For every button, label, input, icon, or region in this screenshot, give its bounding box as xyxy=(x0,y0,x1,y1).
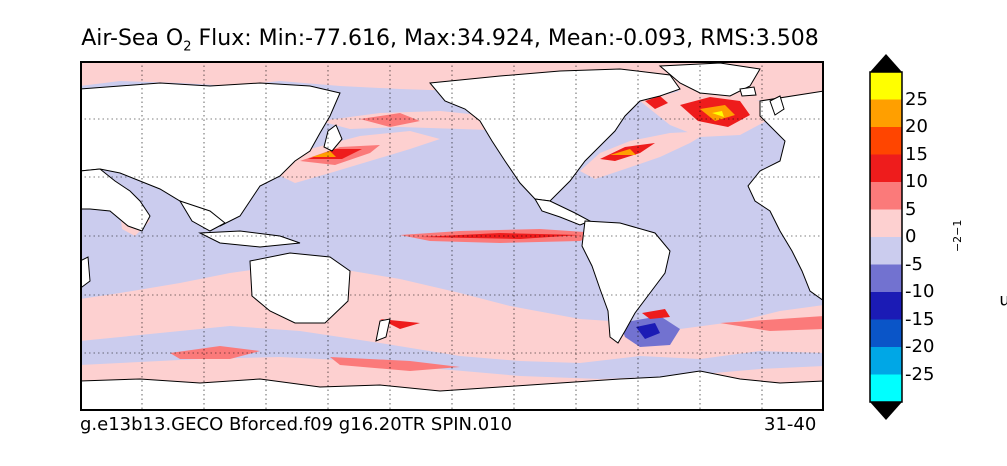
flux-region-south-red-2 xyxy=(330,357,460,371)
colorbar-tick-label: 25 xyxy=(905,88,928,110)
flux-region-labrador-red xyxy=(645,96,668,109)
colorbar-tick-label: 15 xyxy=(905,143,928,165)
flux-region-north-atlantic-yellow xyxy=(712,111,724,117)
land-australia xyxy=(249,252,351,324)
colorbar-extend-min xyxy=(870,402,902,420)
colorbar xyxy=(869,54,903,420)
colorbar-segment xyxy=(870,72,902,100)
flux-region-south-red-1 xyxy=(170,346,260,359)
colorbar-tick-label: -20 xyxy=(905,336,935,357)
colorbar-segment xyxy=(870,292,902,320)
plot-title: Air-Sea O2 Flux: Min:-77.616, Max:34.924… xyxy=(0,26,900,54)
colorbar-segment xyxy=(870,347,902,375)
colorbar-segment xyxy=(870,182,902,210)
flux-region-south-red-4 xyxy=(720,316,824,331)
years-label: 31-40 xyxy=(764,414,817,435)
unit-exponent: −2 xyxy=(951,235,965,253)
colorbar-segment xyxy=(870,319,902,348)
title-prefix: Air-Sea O xyxy=(81,26,184,51)
colorbar-segment xyxy=(870,99,902,128)
colorbar-tick-label: 0 xyxy=(905,226,917,247)
flux-region-southern-negative xyxy=(80,326,824,379)
colorbar-tick-label: -10 xyxy=(905,281,935,302)
colorbar-segment xyxy=(870,127,902,155)
land-iceland xyxy=(739,86,757,97)
colorbar-segment xyxy=(870,237,902,265)
colorbar-unit-label: mol m−2 y−1 xyxy=(951,160,1007,311)
colorbar-segment xyxy=(870,374,902,403)
land-madagascar xyxy=(80,256,91,288)
colorbar-extend-max xyxy=(870,54,902,72)
flux-region-kuroshio-orange xyxy=(312,151,336,157)
flux-region-patagonia-dark xyxy=(636,323,660,339)
map-frame xyxy=(80,61,824,411)
land-uk xyxy=(769,95,785,116)
colorbar-segment xyxy=(870,154,902,183)
land-japan xyxy=(323,124,343,152)
flux-region-south-red-3 xyxy=(380,319,420,329)
unit-part: y xyxy=(951,291,1007,311)
flux-region-gulf-stream-orange xyxy=(610,149,636,155)
flux-region-patagonia-red xyxy=(642,309,670,319)
colorbar-frame xyxy=(869,71,903,403)
land-indonesia xyxy=(198,230,301,248)
land-new-zealand xyxy=(375,318,391,342)
title-stats: Flux: Min:-77.616, Max:34.924, Mean:-0.0… xyxy=(191,26,819,51)
colorbar-segments xyxy=(870,72,902,403)
land-south-america xyxy=(581,220,671,344)
title-subscript: 2 xyxy=(183,39,192,55)
land-middle-east-india xyxy=(80,168,151,232)
flux-map xyxy=(80,61,824,411)
colorbar-tick-label: -15 xyxy=(905,308,935,330)
colorbar-tick-label: 5 xyxy=(905,198,917,220)
colorbar-segment xyxy=(870,209,902,238)
colorbar-tick-label: 10 xyxy=(905,171,928,192)
unit-exponent: −1 xyxy=(951,219,965,236)
colorbar-segment xyxy=(870,264,902,293)
land-greenland xyxy=(658,62,761,97)
flux-region-gulf-stream-pink xyxy=(580,131,710,179)
colorbar-tick-label: -5 xyxy=(905,253,923,275)
colorbar-tick-label: 20 xyxy=(905,116,928,137)
run-name-label: g.e13b13.GECO Bforced.f09 g16.20TR SPIN.… xyxy=(80,414,513,435)
land-southeast-asia xyxy=(178,200,226,232)
colorbar-tick-label: -25 xyxy=(905,363,935,385)
land-north-america xyxy=(429,68,681,202)
land-europe-africa xyxy=(747,90,824,302)
